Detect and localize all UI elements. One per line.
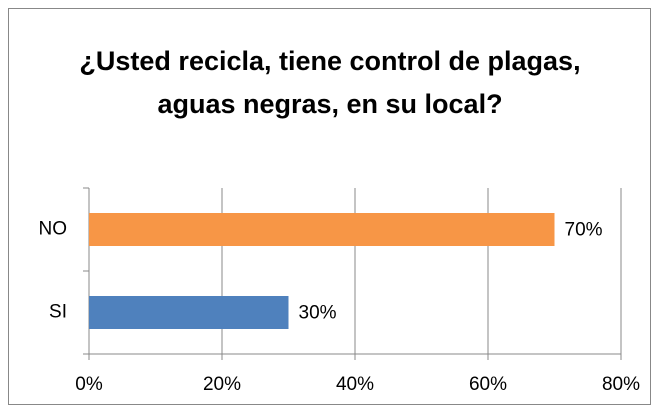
data-label: 30% bbox=[299, 303, 337, 324]
y-tick-label: SI bbox=[49, 302, 67, 323]
y-tick-label: NO bbox=[39, 219, 68, 240]
chart-frame bbox=[8, 8, 651, 405]
bar bbox=[89, 296, 289, 329]
x-tick-label: 60% bbox=[469, 374, 507, 395]
x-tick-label: 20% bbox=[203, 374, 241, 395]
bar bbox=[89, 213, 555, 246]
x-tick-label: 0% bbox=[75, 374, 103, 395]
chart-title: ¿Usted recicla, tiene control de plagas,… bbox=[79, 46, 581, 119]
data-label: 70% bbox=[565, 220, 603, 241]
x-tick-label: 80% bbox=[602, 374, 640, 395]
x-tick-label: 40% bbox=[336, 374, 374, 395]
